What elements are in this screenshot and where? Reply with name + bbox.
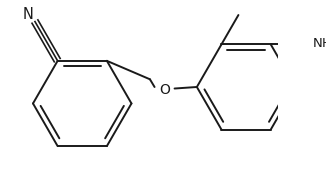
Text: O: O	[159, 83, 170, 97]
Text: NH$_2$: NH$_2$	[312, 37, 326, 52]
Text: N: N	[23, 7, 34, 22]
